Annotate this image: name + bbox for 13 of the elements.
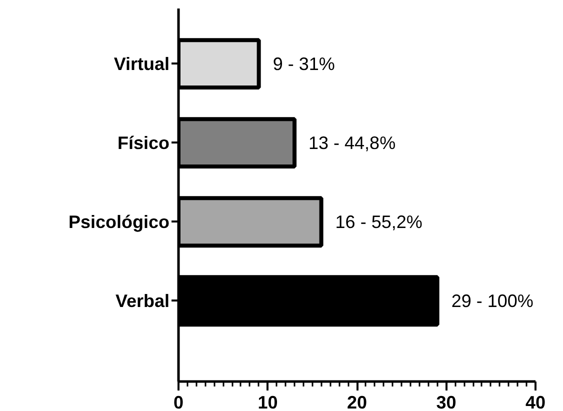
data-label: 16 - 55,2% — [335, 212, 422, 232]
data-label: 29 - 100% — [451, 290, 534, 311]
y-tick-label: Físico — [117, 132, 170, 153]
x-tick-label: 0 — [173, 392, 184, 411]
data-label: 9 - 31% — [272, 54, 335, 74]
x-tick-label: 40 — [525, 392, 546, 411]
x-tick-label: 10 — [258, 392, 278, 411]
x-tick-label: 30 — [436, 392, 456, 411]
y-tick-label: Virtual — [114, 54, 170, 74]
y-tick-label: Verbal — [115, 290, 170, 311]
data-label: 13 - 44,8% — [308, 132, 396, 153]
x-tick-label: 20 — [346, 392, 368, 411]
y-tick-label: Psicológico — [68, 212, 170, 232]
